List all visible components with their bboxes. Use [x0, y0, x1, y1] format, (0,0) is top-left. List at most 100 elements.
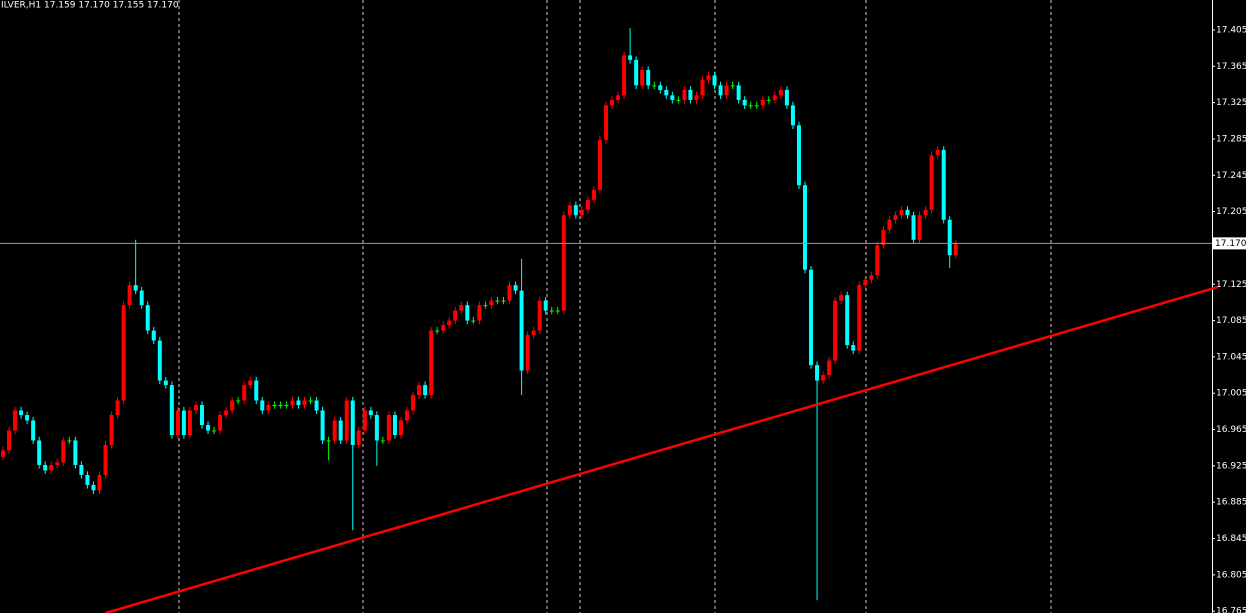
- candle-body: [567, 205, 572, 216]
- candle-body: [477, 305, 482, 321]
- candle-body: [284, 405, 289, 407]
- candle-body: [25, 415, 30, 421]
- candle-body: [429, 330, 434, 396]
- candle-body: [483, 305, 488, 307]
- chart-title: ILVER,H1 17.159 17.170 17.155 17.170: [1, 1, 179, 11]
- candle-body: [525, 335, 530, 371]
- candle-body: [278, 405, 283, 407]
- candle-body: [658, 85, 663, 90]
- last-price-label: 17.170: [1215, 239, 1246, 249]
- candle-body: [67, 440, 72, 442]
- y-tick-label: 16.805: [1216, 570, 1246, 580]
- candle-body: [212, 430, 217, 432]
- candle-body: [634, 59, 639, 86]
- candle-body: [905, 209, 910, 216]
- y-tick-label: 16.925: [1216, 461, 1246, 471]
- candle-body: [43, 464, 48, 471]
- candle-body: [772, 95, 777, 100]
- candle-body: [266, 405, 271, 411]
- candle-body: [809, 269, 814, 366]
- candle-body: [121, 305, 126, 401]
- candle-body: [175, 410, 180, 436]
- candle-body: [187, 410, 192, 436]
- candle-body: [929, 155, 934, 210]
- candle-body: [616, 95, 621, 100]
- candle-body: [887, 219, 892, 230]
- candle-body: [405, 410, 410, 421]
- candle-body: [821, 375, 826, 381]
- candle-body: [736, 85, 741, 100]
- candle-body: [386, 415, 391, 441]
- candle-body: [670, 95, 675, 100]
- candle-body: [320, 410, 325, 441]
- candle-body: [543, 300, 548, 311]
- candle-body: [453, 310, 458, 321]
- candle-body: [917, 215, 922, 240]
- candle-body: [417, 385, 422, 396]
- candle-body: [911, 215, 916, 240]
- candle-body: [314, 400, 319, 411]
- candle-body: [730, 85, 735, 87]
- candle-body: [796, 125, 801, 186]
- candle-body: [127, 285, 132, 306]
- candle-body: [374, 415, 379, 441]
- candle-body: [115, 400, 120, 416]
- candle-body: [875, 245, 880, 276]
- candle-body: [465, 305, 470, 321]
- candle-body: [881, 229, 886, 246]
- candle-body: [869, 275, 874, 280]
- candle-body: [507, 285, 512, 301]
- candle-body: [935, 149, 940, 156]
- candle-body: [91, 484, 96, 491]
- candle-body: [163, 380, 168, 386]
- candle-body: [863, 279, 868, 286]
- candle-body: [19, 410, 24, 416]
- candle-body: [350, 400, 355, 445]
- candle-body: [37, 440, 42, 465]
- candle-body: [784, 89, 789, 106]
- trend-line: [105, 285, 1219, 613]
- candle-body: [953, 243, 958, 256]
- candle-body: [109, 415, 114, 445]
- y-tick-label: 16.965: [1216, 425, 1246, 435]
- y-tick-label: 17.205: [1216, 207, 1246, 217]
- candle-body: [489, 300, 494, 306]
- candle-body: [356, 430, 361, 445]
- candle-body: [640, 69, 645, 86]
- candle-body: [224, 410, 229, 416]
- candle-body: [501, 300, 506, 302]
- candle-body: [423, 385, 428, 396]
- candle-body: [13, 410, 18, 431]
- candle-body: [206, 425, 211, 431]
- candle-body: [622, 55, 627, 96]
- candle-body: [199, 405, 204, 426]
- candle-body: [145, 305, 150, 331]
- candle-body: [326, 440, 331, 442]
- candle-body: [778, 89, 783, 96]
- candle-body: [676, 99, 681, 101]
- y-tick-label: 16.845: [1216, 534, 1246, 544]
- candle-body: [549, 310, 554, 312]
- candle-body: [802, 185, 807, 270]
- candle-body: [133, 285, 138, 291]
- candle-body: [272, 405, 277, 407]
- candle-body: [754, 105, 759, 107]
- candle-body: [49, 464, 54, 471]
- candle-body: [151, 330, 156, 341]
- candle-body: [851, 345, 856, 351]
- candle-body: [236, 400, 241, 402]
- candle-body: [338, 420, 343, 441]
- candle-body: [398, 420, 403, 436]
- candle-body: [591, 189, 596, 200]
- candle-body: [790, 105, 795, 126]
- candle-body: [585, 199, 590, 210]
- candle-body: [248, 380, 253, 386]
- candle-body: [827, 360, 832, 376]
- candle-body: [290, 400, 295, 406]
- candle-body: [218, 415, 223, 431]
- candle-body: [392, 415, 397, 436]
- y-tick-label: 17.085: [1216, 316, 1246, 326]
- candle-body: [610, 99, 615, 106]
- candle-body: [97, 474, 102, 491]
